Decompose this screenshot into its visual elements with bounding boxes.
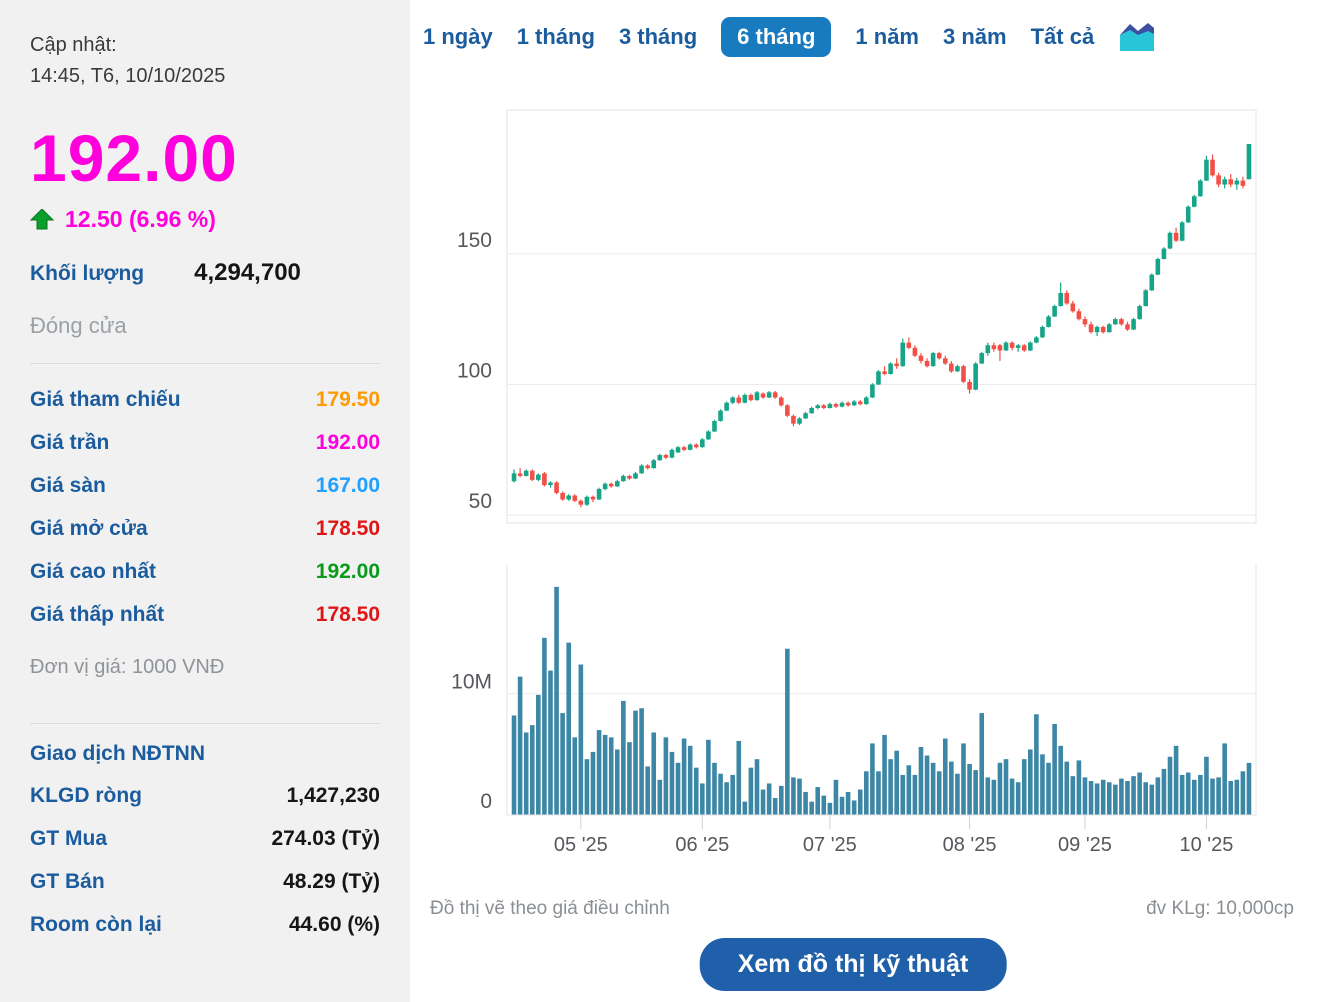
row-value: 178.50 [315,602,380,626]
svg-text:08 '25: 08 '25 [943,834,997,856]
adjusted-price-note: Đồ thị vẽ theo giá điều chỉnh [430,898,670,919]
row-label: Giá tham chiếu [30,387,181,411]
row-label: Giá trần [30,430,110,454]
update-label: Cập nhật: [30,34,117,56]
tab-1-year[interactable]: 1 năm [855,24,919,49]
price-unit-note: Đơn vị giá: 1000 VNĐ [30,656,225,678]
tab-3-years[interactable]: 3 năm [943,24,1007,49]
row-value: 48.29 (Tỷ) [283,869,380,893]
update-time: 14:45, T6, 10/10/2025 [30,65,226,87]
row-label: Giá sàn [30,473,106,497]
price-change-value: 12.50 (6.96 %) [65,206,216,232]
svg-text:10M: 10M [451,671,492,694]
row-label: Giá cao nhất [30,559,157,583]
row-value: 167.00 [315,473,380,497]
last-price: 192.00 [30,121,238,195]
svg-text:07 '25: 07 '25 [803,834,857,856]
period-tabs: 1 ngày 1 tháng 3 tháng 6 tháng 1 năm 3 n… [423,17,1156,57]
tab-6-months[interactable]: 6 tháng [721,17,832,57]
svg-text:150: 150 [457,229,492,252]
divider [30,723,380,724]
row-value: 1,427,230 [286,783,380,807]
row-value: 274.03 (Tỷ) [271,826,380,850]
svg-text:10 '25: 10 '25 [1180,834,1234,856]
quote-sidebar: Cập nhật: 14:45, T6, 10/10/2025 192.00 1… [0,0,410,1002]
svg-text:09 '25: 09 '25 [1058,834,1112,856]
chart-panel: 1 ngày 1 tháng 3 tháng 6 tháng 1 năm 3 n… [410,0,1326,1002]
svg-text:100: 100 [457,359,492,382]
tab-3-months[interactable]: 3 tháng [618,24,698,49]
area-chart-icon[interactable] [1118,21,1156,53]
price-row-ref: Giá tham chiếu 179.50 [30,378,380,421]
svg-text:0: 0 [480,790,492,813]
price-row-high: Giá cao nhất 192.00 [30,550,380,593]
price-row-low: Giá thấp nhất 178.50 [30,593,380,636]
row-label: GT Mua [30,826,107,850]
tab-1-month[interactable]: 1 tháng [516,24,595,49]
row-value: 178.50 [315,516,380,540]
foreign-trading-table: KLGD ròng 1,427,230 GT Mua 274.03 (Tỷ) G… [30,774,380,946]
foreign-row-sell: GT Bán 48.29 (Tỷ) [30,860,380,903]
foreign-trading-title: Giao dịch NĐTNN [30,742,206,765]
foreign-row-buy: GT Mua 274.03 (Tỷ) [30,817,380,860]
price-row-ceiling: Giá trần 192.00 [30,421,380,464]
technical-chart-button[interactable]: Xem đồ thị kỹ thuật [699,938,1007,991]
row-label: GT Bán [30,869,105,893]
volume-row: Khối lượng 4,294,700 [30,259,380,287]
session-status: Đóng cửa [30,313,127,338]
candlestick-volume-svg[interactable]: 50 100 150 10M 0 05 '25 06 '25 07 '25 08 '25 09 '… [410,0,1326,880]
volume-label: Khối lượng [30,262,145,285]
row-value: 192.00 [315,559,380,583]
svg-text:06 '25: 06 '25 [675,834,729,856]
price-row-floor: Giá sàn 167.00 [30,464,380,507]
row-value: 179.50 [315,387,380,411]
row-value: 44.60 (%) [288,912,380,936]
row-label: Giá mở cửa [30,516,148,540]
foreign-row-net: KLGD ròng 1,427,230 [30,774,380,817]
row-label: KLGD ròng [30,783,142,807]
row-label: Giá thấp nhất [30,602,165,626]
up-arrow-icon [30,209,54,230]
tab-all[interactable]: Tất cả [1030,24,1095,49]
divider [30,363,380,364]
row-value: 192.00 [315,430,380,454]
svg-text:05 '25: 05 '25 [554,834,608,856]
price-row-open: Giá mở cửa 178.50 [30,507,380,550]
volume-value: 4,294,700 [194,259,301,286]
row-label: Room còn lại [30,912,162,936]
price-change-row: 12.50 (6.96 %) [30,206,380,233]
price-table: Giá tham chiếu 179.50 Giá trần 192.00 Gi… [30,378,380,636]
svg-text:50: 50 [469,490,492,513]
volume-unit-note: đv KLg: 10,000cp [1146,898,1294,919]
foreign-row-room: Room còn lại 44.60 (%) [30,903,380,946]
tab-1-day[interactable]: 1 ngày [423,24,493,49]
price-volume-chart[interactable]: 50 100 150 10M 0 05 '25 06 '25 07 '25 08 '25 09 '… [410,0,1326,880]
